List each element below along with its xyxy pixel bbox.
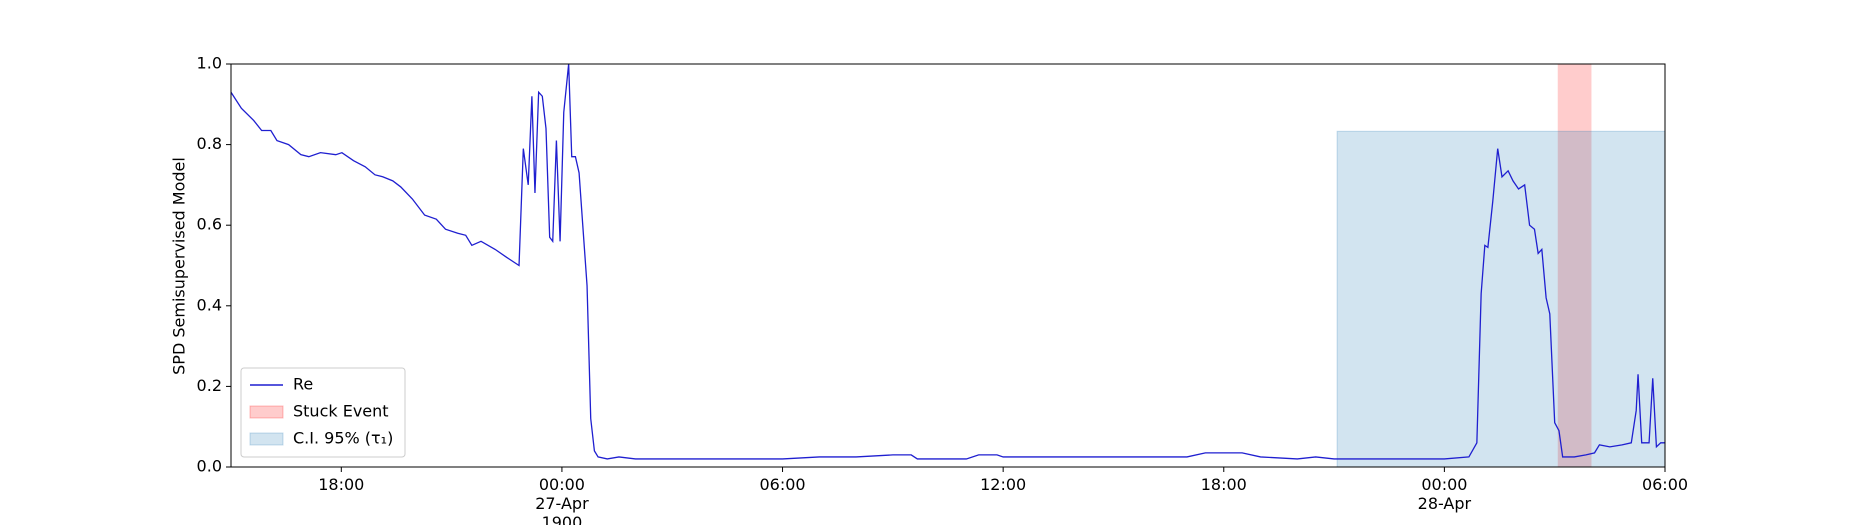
legend-label: Stuck Event [293,402,389,421]
y-tick-label: 0.6 [197,215,222,234]
x-tick-label: 12:00 [980,475,1026,494]
legend-swatch [249,432,284,446]
legend-label: Re [293,375,313,394]
x-tick-label: 00:00 28-Apr [1418,475,1472,513]
x-tick-label: 06:00 [1642,475,1688,494]
y-axis-label: SPD Semisupervised Model [170,157,189,375]
x-tick-label: 00:00 27-Apr 1900 [535,475,589,525]
y-tick-label: 0.8 [197,134,222,153]
x-tick-label: 06:00 [759,475,805,494]
shaded-span [1557,64,1592,467]
y-tick-label: 0.4 [197,295,222,314]
y-tick-label: 0.2 [197,376,222,395]
legend-box [240,367,406,458]
legend-label: C.I. 95% (τ₁) [293,429,393,448]
x-tick-label: 18:00 [318,475,364,494]
y-tick-label: 0.0 [197,457,222,476]
plot-frame [230,63,1666,468]
legend-swatch [249,405,284,419]
shaded-span [1336,130,1666,468]
y-tick-label: 1.0 [197,54,222,73]
x-tick-label: 18:00 [1201,475,1247,494]
data-line [230,63,1665,460]
